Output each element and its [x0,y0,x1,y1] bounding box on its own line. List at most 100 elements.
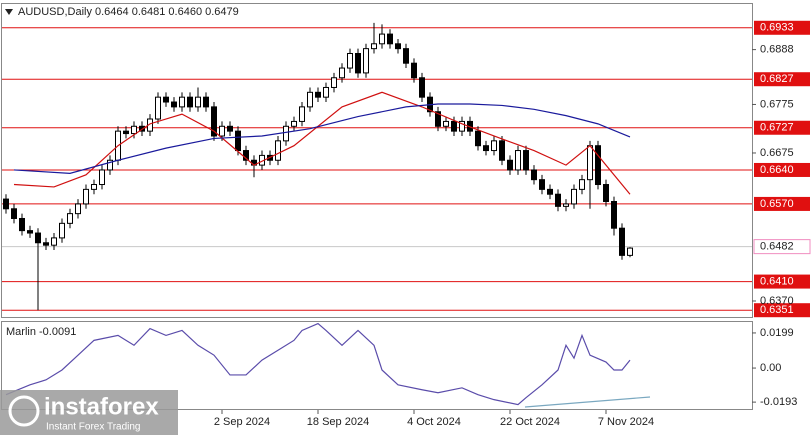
x-tick-label: 4 Oct 2024 [407,416,461,428]
candle-body [275,140,281,161]
watermark: instaforex Instant Forex Trading [0,390,178,435]
candle-body [11,208,17,219]
candle-body [107,159,113,171]
candle-body [243,150,249,161]
candle-body [371,43,377,50]
candle-body [627,247,633,256]
bid-label: 0.6482 [760,241,794,253]
level-label: 0.6933 [760,22,794,34]
candle-body [19,217,25,232]
candle-body [211,106,217,137]
candle-body [499,140,505,161]
main-panel [1,3,753,318]
candle-body [219,125,225,137]
level-label-bg [754,196,810,211]
candle-body [83,188,89,205]
indicator-title: Marlin -0.0091 [6,326,76,338]
candle-body [555,193,561,207]
candle-body [27,230,33,234]
candle-body [75,203,81,215]
level-label: 0.6640 [760,164,794,176]
candle-body [491,140,497,152]
candle-body [547,188,553,195]
candle-body [3,198,9,210]
y-tick-label: 0.6370 [760,295,794,307]
candle-body [395,43,401,50]
candle-body [299,106,305,122]
menu-arrow[interactable] [5,9,13,15]
y-tick-label: 0.00 [760,362,781,374]
chart-title: AUDUSD,Daily 0.6464 0.6481 0.6460 0.6479 [18,6,239,18]
candle-body [51,237,57,246]
candle-body [611,201,617,229]
level-label: 0.6351 [760,304,794,316]
candle-body [523,150,529,171]
watermark-tagline: Instant Forex Trading [46,422,141,433]
y-tick-label: 0.6775 [760,98,794,110]
candle-body [179,96,185,108]
level-label: 0.6727 [760,122,794,134]
line-series [5,322,631,406]
candle-body [291,120,297,127]
candle-body [411,62,417,79]
x-tick-label: 18 Sep 2024 [307,416,369,428]
candle-body [35,232,41,244]
candle-body [67,213,73,224]
candle-body [131,125,137,135]
candle-body [387,33,393,45]
y-tick-label: -0.0193 [760,396,797,408]
candle-body [43,242,49,246]
candle-body [171,101,177,108]
candle-body [531,169,537,181]
candle-body [347,52,353,69]
candle-body [507,159,513,171]
candle-body [563,203,569,207]
candle-body [419,77,425,98]
x-tick-label: 7 Nov 2024 [598,416,654,428]
candle-body [203,96,209,108]
candle-body [91,184,97,190]
candle-body [355,52,361,74]
trend-line [524,396,651,408]
candle-body [571,188,577,205]
candle-body [235,130,241,152]
candle-body [451,120,457,132]
x-tick-label: 2 Sep 2024 [214,416,270,428]
candle-body [315,91,321,98]
watermark-brand: instaforex [44,393,159,420]
candle-body [435,111,441,127]
candle-body [539,179,545,190]
candle-body [163,96,169,103]
candle-body [603,184,609,203]
candle-body [587,145,593,181]
y-tick-label: 0.6675 [760,147,794,159]
level-label-bg [754,162,810,177]
bid-label-bg [753,239,811,255]
level-label-bg [754,72,810,87]
candle-body [443,120,449,127]
candle-body [59,222,65,239]
candle-body [123,130,129,135]
candle-body [363,48,369,74]
candle-body [339,67,345,79]
candle-body [155,96,161,120]
candle-body [403,48,409,64]
candle-body [579,179,585,190]
level-label-bg [754,120,810,135]
line-series [13,103,631,174]
candle-body [619,227,625,256]
candle-body [475,130,481,147]
candle-body [379,33,385,45]
candle-body [187,96,193,108]
candle-body [227,125,233,132]
candle-body [99,169,105,186]
x-tick-label: 22 Oct 2024 [500,416,560,428]
level-label-bg [754,20,810,35]
y-tick-label: 0.6888 [760,44,794,56]
candle-body [459,120,465,132]
candle-body [283,125,289,142]
candle-body [595,145,601,186]
level-label: 0.6827 [760,73,794,85]
